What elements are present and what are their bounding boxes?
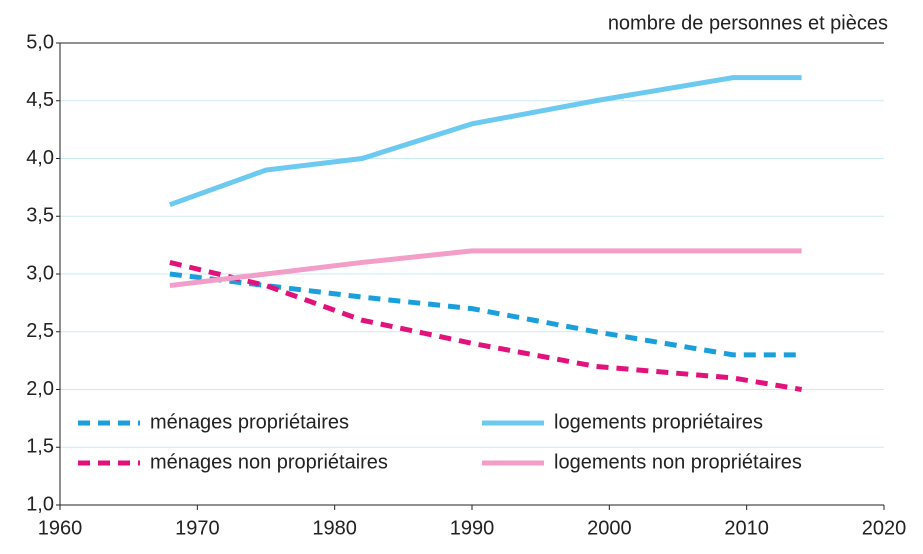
y-tick-label: 4,5 (26, 89, 54, 111)
y-tick-label: 5,0 (26, 31, 54, 53)
legend-label: ménages propriétaires (150, 411, 349, 433)
y-tick-label: 1,5 (26, 436, 54, 458)
chart-subtitle: nombre de personnes et pièces (608, 12, 888, 34)
legend-label: logements non propriétaires (554, 451, 802, 473)
y-tick-label: 3,0 (26, 262, 54, 284)
x-tick-label: 2020 (862, 517, 907, 539)
x-tick-label: 1980 (312, 517, 357, 539)
series-line (169, 248, 802, 289)
series-line (169, 75, 802, 208)
legend-label: logements propriétaires (554, 411, 763, 433)
x-tick-label: 1970 (175, 517, 220, 539)
y-tick-label: 1,0 (26, 493, 54, 515)
series-line (169, 260, 803, 392)
y-tick-label: 2,5 (26, 320, 54, 342)
y-tick-label: 3,5 (26, 205, 54, 227)
legend-label: ménages non propriétaires (150, 451, 388, 473)
x-tick-label: 2010 (724, 517, 769, 539)
x-tick-label: 1990 (450, 517, 495, 539)
y-tick-label: 4,0 (26, 147, 54, 169)
x-tick-label: 2000 (587, 517, 632, 539)
x-tick-label: 1960 (38, 517, 83, 539)
series-line (169, 271, 802, 358)
y-tick-label: 2,0 (26, 378, 54, 400)
